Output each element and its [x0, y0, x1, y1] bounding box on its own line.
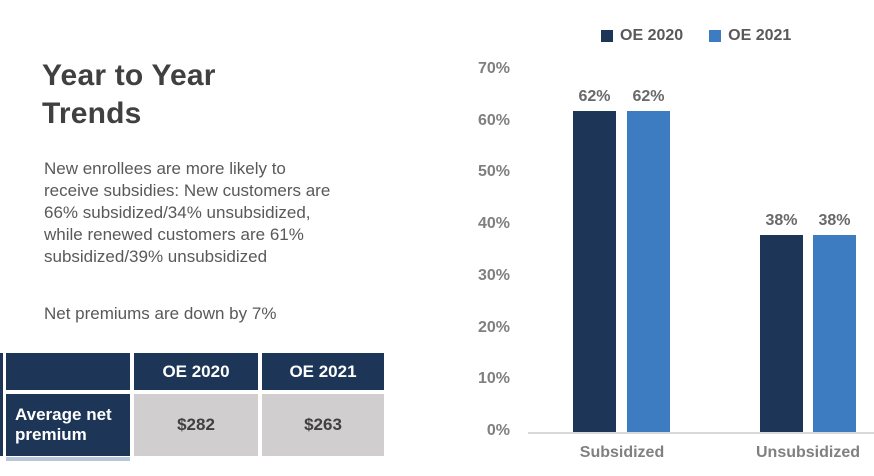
y-axis-tick-70: 70% [477, 60, 510, 77]
y-axis-tick-0: 0% [486, 422, 510, 439]
table-clipped-left-sliver [0, 353, 3, 456]
table-value-oe-2021: $263 [262, 394, 384, 456]
category-label-subsidized: Subsidized [579, 444, 665, 461]
table-header-oe-2020: OE 2020 [134, 353, 258, 390]
y-axis-tick-40: 40% [477, 215, 510, 233]
y-axis-tick-20: 20% [477, 318, 510, 336]
x-axis-line [528, 432, 874, 434]
net-premium-note: Net premiums are down by 7% [44, 304, 277, 323]
subsidy-paragraph: New enrollees are more likely to receive… [44, 159, 331, 266]
table-header-oe-2021: OE 2021 [262, 353, 384, 390]
bar-value-label-oe-2021-subsidized: 62% [632, 88, 665, 106]
table-value-oe-2020: $282 [134, 394, 258, 456]
legend-swatch-oe-2020 [601, 30, 613, 42]
y-axis-tick-60: 60% [477, 111, 510, 129]
bar-oe-2020-unsubsidized [760, 235, 803, 432]
table-header-blank-cell [6, 353, 130, 390]
page-title: Year to Year Trends [42, 59, 216, 130]
legend-swatch-oe-2021 [709, 30, 722, 42]
bar-oe-2020-subsidized [573, 111, 616, 432]
legend-label-oe-2021: OE 2021 [728, 27, 792, 44]
bar-value-label-oe-2021-unsubsidized: 38% [818, 212, 851, 230]
table-row-label: Average net premium [6, 394, 130, 456]
table-clipped-next-row-strip [6, 457, 130, 461]
bar-value-label-oe-2020-subsidized: 62% [578, 88, 611, 106]
bar-value-label-oe-2020-unsubsidized: 38% [765, 212, 798, 230]
chart-legend: OE 2020 OE 2021 [601, 27, 791, 45]
bar-oe-2021-subsidized [627, 111, 670, 432]
legend-item-oe-2020: OE 2020 [601, 27, 683, 45]
y-axis-tick-30: 30% [477, 266, 510, 284]
legend-item-oe-2021: OE 2021 [709, 27, 791, 45]
y-axis-tick-10: 10% [477, 370, 510, 388]
category-label-unsubsidized: Unsubsidized [755, 444, 860, 461]
bar-oe-2021-unsubsidized [813, 235, 856, 432]
legend-label-oe-2020: OE 2020 [620, 27, 684, 44]
y-axis-tick-50: 50% [477, 163, 510, 181]
